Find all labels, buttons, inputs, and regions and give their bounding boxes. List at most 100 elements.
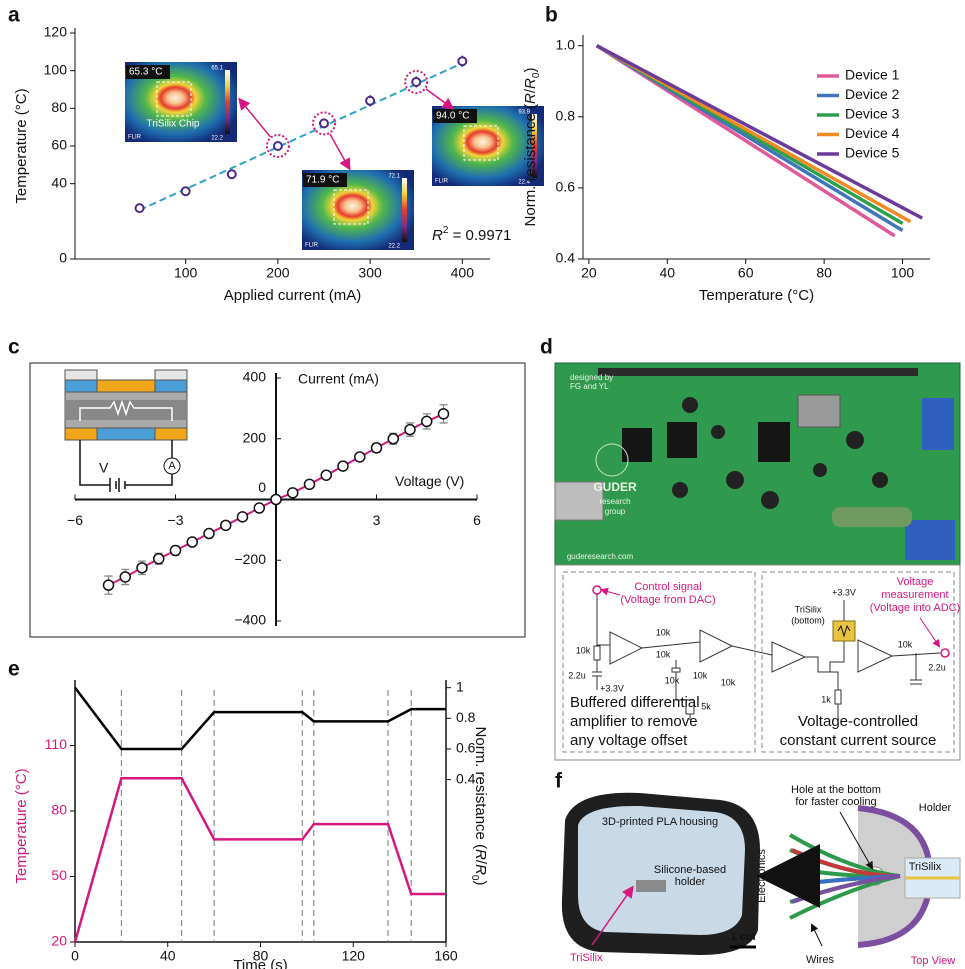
component-label: 10k xyxy=(656,627,671,637)
data-point xyxy=(303,478,316,491)
x-tick-label: 160 xyxy=(434,948,458,964)
scale-bar-label: 1 cm xyxy=(730,931,755,943)
data-point xyxy=(287,487,299,499)
y-axis-label: Current (mA) xyxy=(298,371,379,387)
y-axis-label: Temperature (°C) xyxy=(13,88,30,203)
photo-label: holder xyxy=(675,876,706,888)
data-point xyxy=(153,552,165,565)
callout-arrow xyxy=(425,88,455,110)
scale-max: 93.9 xyxy=(518,110,530,116)
schematic-caption: amplifier to remove xyxy=(570,713,698,730)
schematic-label: TriSilix xyxy=(795,604,822,614)
data-point xyxy=(186,536,198,548)
series-line xyxy=(595,44,923,220)
pcb-text: designed by xyxy=(570,373,613,382)
diagram-label: Holder xyxy=(919,802,952,814)
x-tick-label: 40 xyxy=(660,265,676,281)
photo-label: Silicone-based xyxy=(654,864,726,876)
chip-outline xyxy=(156,81,192,117)
x-tick-label: −6 xyxy=(67,512,83,528)
label-part: R xyxy=(472,864,489,875)
r-power: 2 xyxy=(443,225,449,236)
data-point xyxy=(404,423,416,436)
label-part: / xyxy=(522,88,539,93)
schematic-caption: Buffered differential xyxy=(570,694,700,711)
y-tick-label: 110 xyxy=(45,736,68,752)
holder-diagram xyxy=(756,805,961,948)
y-tick-label: −200 xyxy=(234,551,266,567)
y2-tick-label: 0.8 xyxy=(456,709,476,725)
component-label: 10k xyxy=(693,670,708,680)
diagram-label: TriSilix xyxy=(909,861,942,873)
chip-caption: TriSilix Chip xyxy=(147,119,200,130)
x-tick-label: 80 xyxy=(253,948,269,964)
y2-tick-label: 1 xyxy=(456,678,464,694)
schematic-note: measurement xyxy=(881,589,948,601)
data-point xyxy=(354,451,366,463)
schematic-caption: any voltage offset xyxy=(570,732,688,749)
schematic-label: +3.3V xyxy=(832,587,856,597)
data-point xyxy=(337,460,349,472)
y-tick-label: −400 xyxy=(234,612,266,628)
schematic-caption: Voltage-controlled xyxy=(798,713,918,730)
colorbar xyxy=(532,114,537,178)
scale-min: 22.4 xyxy=(518,180,530,186)
callout-arrow xyxy=(238,97,271,138)
x-tick-label: 80 xyxy=(816,265,832,281)
data-point xyxy=(136,562,148,574)
data-point xyxy=(437,408,450,420)
y-tick-label: 40 xyxy=(51,174,67,190)
component-label: 5k xyxy=(701,701,711,711)
schematic-note: (Voltage into ADC) xyxy=(870,602,961,614)
label-bg xyxy=(303,173,347,187)
data-point xyxy=(226,169,237,180)
housing-photo xyxy=(561,792,760,955)
scale-max: 65.1 xyxy=(211,66,223,72)
pcb-logo: GUDER xyxy=(593,480,637,494)
x-tick-label: 60 xyxy=(738,265,754,281)
label-part: R xyxy=(522,93,539,104)
thermal-image: 71.9 °C FLIR 72.1 22.2 xyxy=(302,170,414,250)
legend-label: Device 1 xyxy=(845,67,900,83)
scale-min: 22.2 xyxy=(211,136,223,142)
label-part: 0 xyxy=(531,72,542,78)
panel-letter: a xyxy=(8,4,20,27)
data-point xyxy=(421,415,433,428)
x-tick-label: 6 xyxy=(473,512,481,528)
thermal-image: 65.3 °C TriSilix Chip FLIR 65.1 22.2 xyxy=(125,62,237,142)
component-label: 10k xyxy=(576,645,591,655)
panel-letter: b xyxy=(545,4,558,27)
y-tick-label: 0.8 xyxy=(556,107,576,123)
x-tick-label: 0 xyxy=(71,948,79,964)
data-point xyxy=(220,519,232,532)
diagram-label: Top View xyxy=(911,955,955,967)
y-tick-label: 0.6 xyxy=(556,179,576,195)
component-label: 10k xyxy=(898,639,913,649)
y-tick-label: 60 xyxy=(51,137,67,153)
temperature-label: 65.3 °C xyxy=(129,67,162,78)
data-point xyxy=(457,56,468,67)
data-point xyxy=(134,203,145,214)
legend-label: Device 3 xyxy=(845,106,900,122)
pcb-text: FG and YL xyxy=(570,382,609,391)
highlight-ring xyxy=(265,134,290,158)
y-tick-label: 200 xyxy=(243,429,267,445)
component-label: +3.3V xyxy=(600,683,624,693)
component-label: 1k xyxy=(821,694,831,704)
chip-outline xyxy=(463,125,499,161)
x-tick-label: 300 xyxy=(358,265,382,281)
y-tick-label: 100 xyxy=(44,61,68,77)
y-tick-label: 20 xyxy=(51,933,67,949)
scale-max: 72.1 xyxy=(388,174,400,180)
y-tick-label: 1.0 xyxy=(556,36,576,52)
y-tick-label: 400 xyxy=(243,369,267,385)
data-point xyxy=(236,511,249,523)
label-part: / xyxy=(472,860,489,865)
data-point xyxy=(272,141,283,151)
schematic-caption: constant current source xyxy=(780,732,937,749)
diagram-label: Wires xyxy=(806,954,835,966)
label-bg xyxy=(126,65,170,79)
label-part: ) xyxy=(472,880,489,885)
label-part: R xyxy=(472,849,489,860)
legend-label: Device 4 xyxy=(845,125,900,141)
